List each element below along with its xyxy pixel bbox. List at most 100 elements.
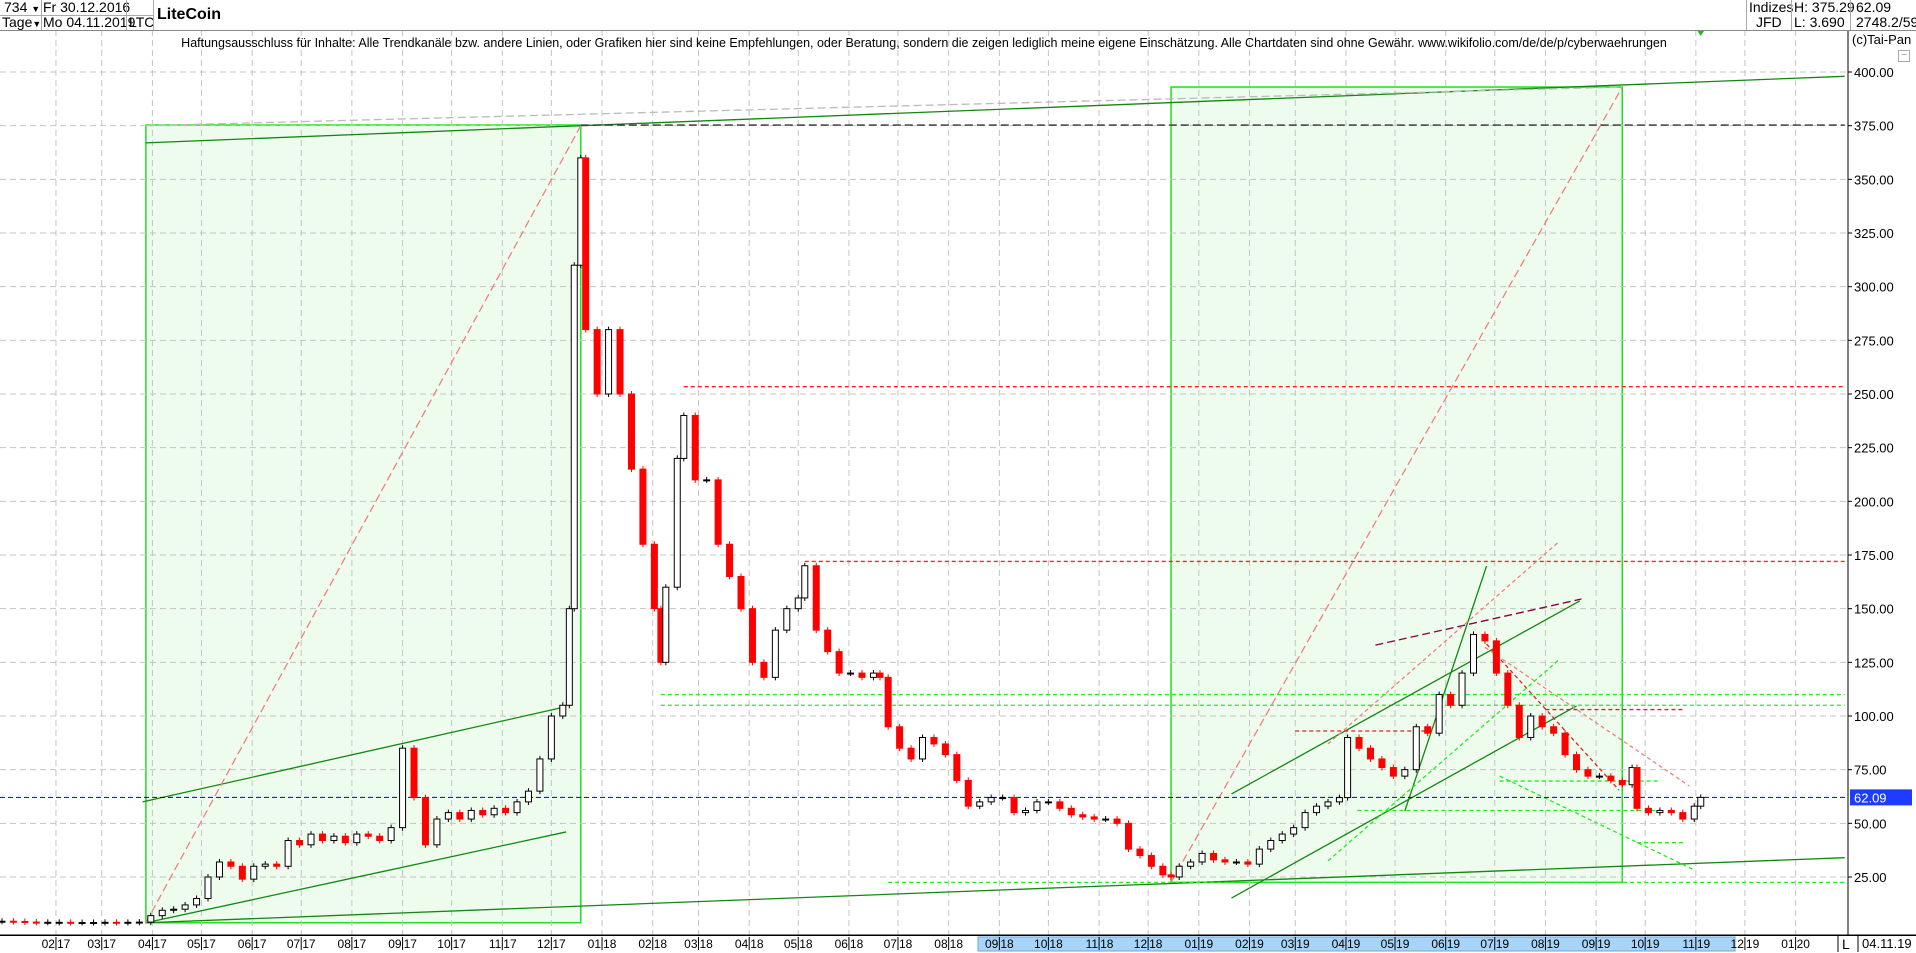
candle: [1210, 852, 1218, 861]
candle: [869, 672, 877, 678]
x-tick-year: 19: [1697, 937, 1711, 951]
candle: [1458, 672, 1466, 706]
candle: [639, 468, 647, 545]
x-tick-year: 19: [1347, 937, 1361, 951]
candle: [1221, 859, 1229, 863]
chart-header: 734 ▼ Tage▼ Fr 30.12.2016 Mo 04.11.2019 …: [0, 0, 1916, 31]
candle: [1584, 769, 1592, 777]
candle: [204, 876, 212, 899]
candle: [456, 812, 464, 820]
exchange: JFD: [1756, 14, 1782, 30]
x-tick-label: 09 17: [388, 937, 417, 951]
candle: [794, 597, 802, 610]
copyright: (c)Tai-Pan: [1852, 32, 1912, 47]
x-tick-month: 10: [437, 937, 451, 951]
x-tick-label: 05 17: [187, 937, 216, 951]
candle: [801, 565, 809, 599]
x-tick-month: 07: [884, 937, 898, 951]
x-tick-month: 03: [684, 937, 698, 951]
x-tick-year: 17: [202, 937, 216, 951]
candle: [78, 922, 86, 925]
candle: [433, 818, 441, 846]
extra-value: 2748.2/59: [1856, 15, 1916, 30]
candle: [941, 743, 949, 756]
candle: [273, 863, 281, 867]
x-tick-month: 10: [1631, 937, 1645, 951]
x-tick-month: 01: [1781, 937, 1795, 951]
x-tick-label: 11 19: [1682, 937, 1711, 951]
candle: [582, 157, 590, 331]
trend-line: [1327, 659, 1559, 862]
candle: [490, 807, 498, 816]
x-tick-year: 18: [950, 937, 964, 951]
trend-line: [1231, 600, 1581, 795]
candle: [783, 608, 791, 631]
last-price-badge: [1850, 789, 1912, 806]
x-tick-month: 12: [1134, 937, 1148, 951]
y-axis: [1848, 30, 1916, 935]
x-tick-label: 12 19: [1731, 937, 1760, 951]
candle: [1697, 796, 1705, 807]
candle: [1618, 779, 1626, 786]
y-tick-label: 125.00: [1854, 655, 1894, 670]
x-tick-month: 03: [1281, 937, 1295, 951]
bars-count-dropdown[interactable]: 734 ▼: [4, 0, 40, 17]
candle: [0, 920, 6, 923]
x-axis[interactable]: [0, 935, 1916, 953]
candle: [261, 863, 269, 867]
candle: [964, 779, 972, 807]
x-tick-month: 11: [1682, 937, 1695, 951]
start-date[interactable]: Fr 30.12.2016: [43, 0, 131, 15]
period-dropdown[interactable]: Tage▼: [2, 15, 41, 32]
x-tick-label: 05 19: [1381, 937, 1410, 951]
y-tick-label: 350.00: [1854, 172, 1894, 187]
x-tick-year: 17: [302, 937, 316, 951]
candle: [467, 809, 475, 820]
candle: [364, 833, 372, 837]
low-value: L: 3.690: [1794, 14, 1845, 30]
x-tick-label: 07 18: [884, 937, 913, 951]
candle: [547, 715, 555, 760]
candle: [193, 897, 201, 906]
collapse-button[interactable]: −: [1898, 50, 1910, 62]
candle: [67, 921, 75, 924]
candle: [1679, 812, 1687, 820]
candle: [318, 833, 326, 842]
candle: [1324, 801, 1332, 807]
x-tick-label: 10 19: [1631, 937, 1660, 951]
y-tick-label: 25.00: [1854, 870, 1887, 885]
candle: [1481, 633, 1489, 642]
x-tick-year: 19: [1546, 937, 1560, 951]
y-tick-label: 250.00: [1854, 387, 1894, 402]
candle: [1090, 816, 1098, 820]
candle: [760, 661, 768, 678]
trend-line: [1499, 775, 1695, 871]
candle: [227, 861, 235, 867]
x-tick-month: 09: [985, 937, 999, 951]
candle: [1335, 797, 1343, 803]
x-tick-month: 12: [1731, 937, 1745, 951]
candle: [1290, 827, 1298, 835]
candle: [112, 921, 120, 924]
x-tick-year: 17: [103, 937, 117, 951]
candle: [1504, 672, 1512, 706]
y-tick-label: 200.00: [1854, 494, 1894, 509]
x-tick-month: 02: [638, 937, 652, 951]
x-tick-label: 07 17: [287, 937, 316, 951]
candle: [691, 414, 699, 481]
x-tick-label: 03 19: [1281, 937, 1310, 951]
x-tick-label: 08 18: [934, 937, 963, 951]
end-date[interactable]: Mo 04.11.2019: [43, 14, 136, 30]
x-tick-label: 11 17: [489, 937, 517, 951]
x-tick-month: 05: [1381, 937, 1395, 951]
candle: [953, 754, 961, 781]
x-tick-label: 04 17: [138, 937, 167, 951]
scale-mode[interactable]: L: [1842, 936, 1850, 952]
candle: [1022, 809, 1030, 814]
candle: [1056, 801, 1064, 809]
candle: [976, 801, 984, 807]
candle: [999, 797, 1007, 800]
x-tick-year: 19: [1396, 937, 1410, 951]
candle: [737, 575, 745, 610]
